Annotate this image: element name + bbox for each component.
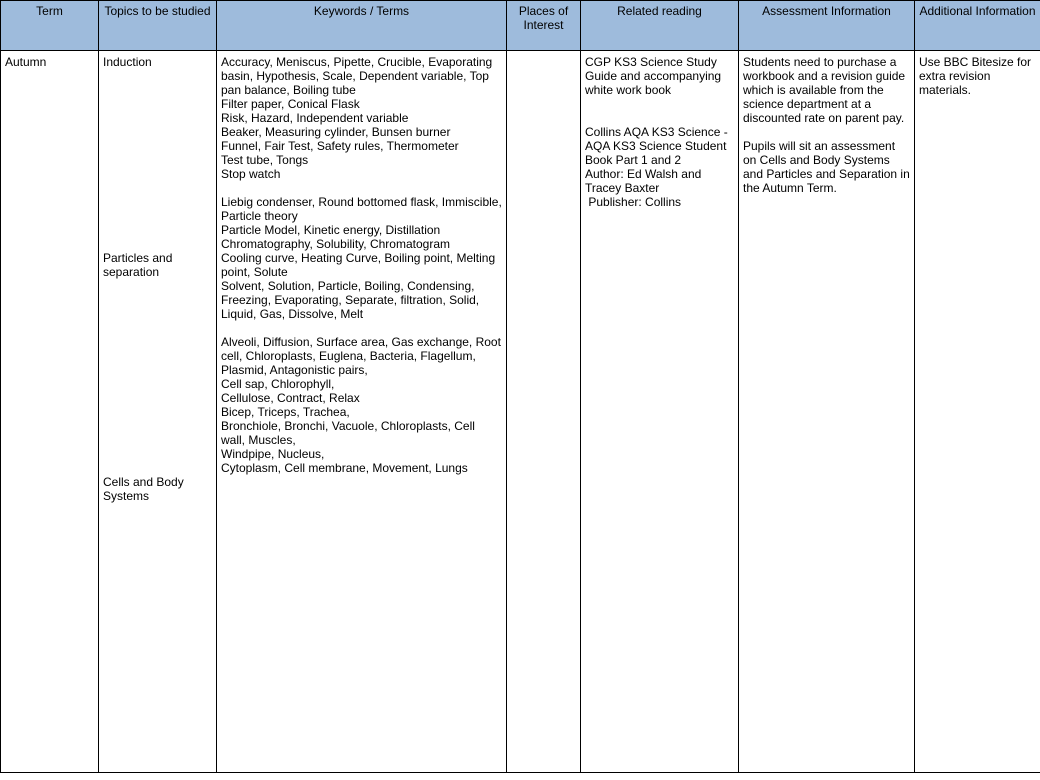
col-topics: Topics to be studied	[99, 1, 217, 51]
cell-places	[507, 51, 581, 773]
col-places: Places of Interest	[507, 1, 581, 51]
cell-additional: Use BBC Bitesize for extra revision mate…	[915, 51, 1040, 773]
col-assessment: Assessment Information	[739, 1, 915, 51]
curriculum-table: Term Topics to be studied Keywords / Ter…	[0, 0, 1040, 773]
col-additional: Additional Information	[915, 1, 1040, 51]
cell-reading: CGP KS3 Science Study Guide and accompan…	[581, 51, 739, 773]
cell-topics: Induction Particles and separation Cells…	[99, 51, 217, 773]
col-reading: Related reading	[581, 1, 739, 51]
col-term: Term	[1, 1, 99, 51]
table-row: Autumn Induction Particles and separatio…	[1, 51, 1040, 773]
cell-term: Autumn	[1, 51, 99, 773]
cell-keywords: Accuracy, Meniscus, Pipette, Crucible, E…	[217, 51, 507, 773]
col-keywords: Keywords / Terms	[217, 1, 507, 51]
header-row: Term Topics to be studied Keywords / Ter…	[1, 1, 1040, 51]
cell-assessment: Students need to purchase a workbook and…	[739, 51, 915, 773]
